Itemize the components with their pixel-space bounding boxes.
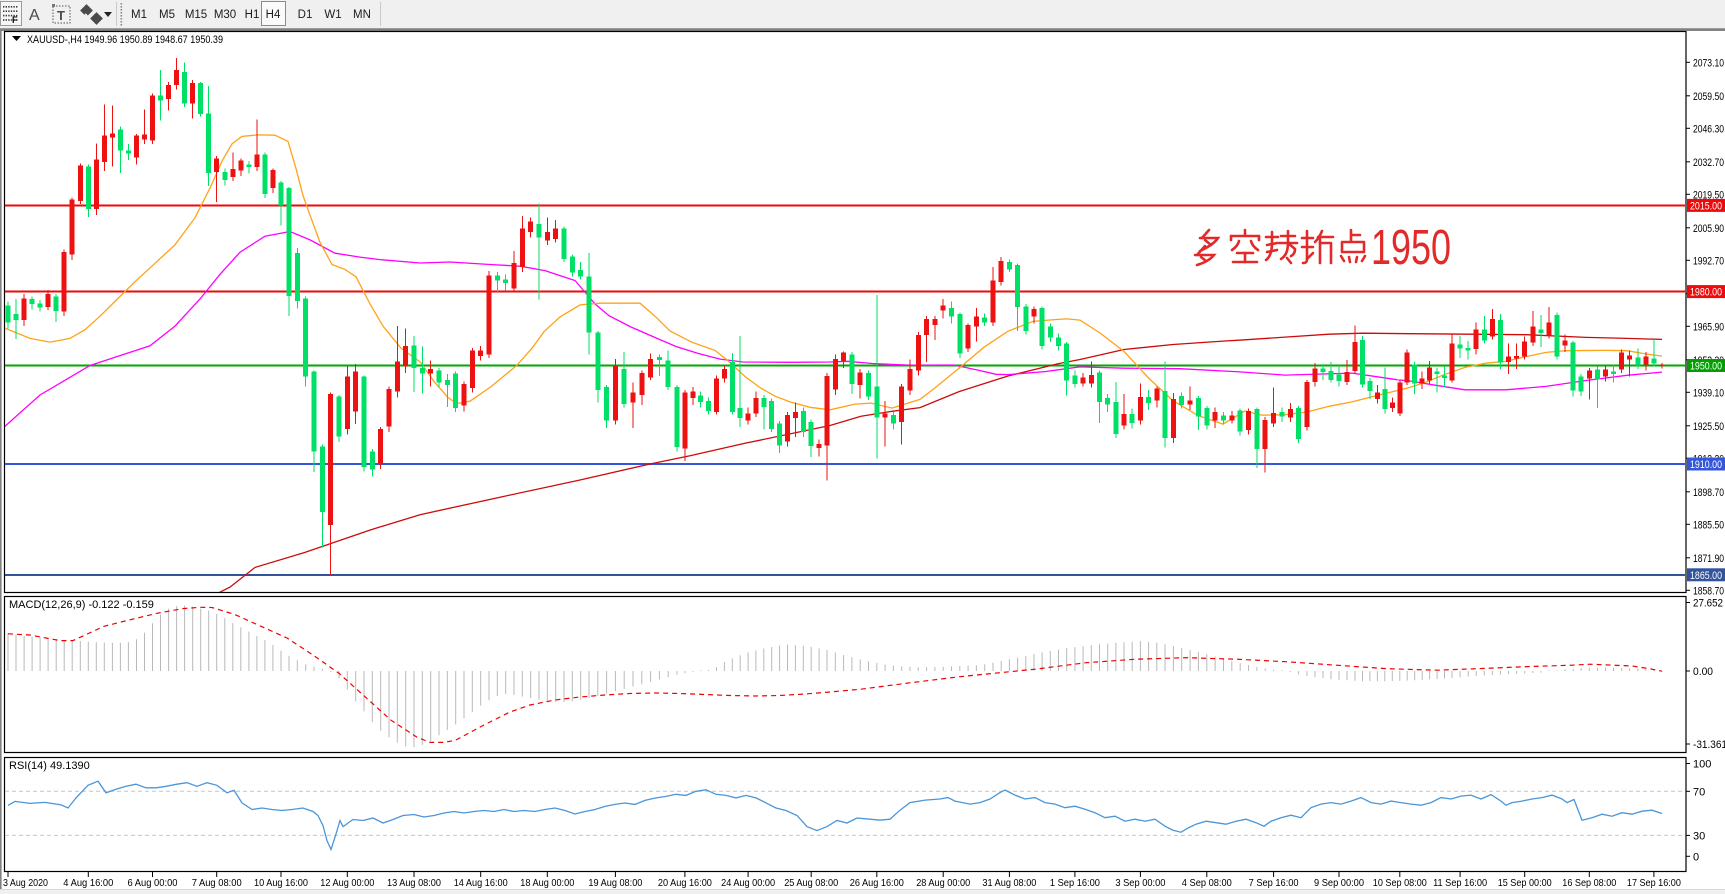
- svg-text:2032.70: 2032.70: [1693, 157, 1724, 169]
- svg-text:70: 70: [1693, 786, 1705, 798]
- svg-text:26 Aug 16:00: 26 Aug 16:00: [850, 877, 904, 889]
- svg-text:2073.10: 2073.10: [1693, 57, 1724, 69]
- svg-text:7 Sep 16:00: 7 Sep 16:00: [1249, 877, 1299, 889]
- svg-text:20 Aug 16:00: 20 Aug 16:00: [658, 877, 712, 889]
- svg-text:MACD(12,26,9) -0.122 -0.159: MACD(12,26,9) -0.122 -0.159: [9, 599, 154, 611]
- svg-text:0.00: 0.00: [1693, 666, 1713, 678]
- svg-text:1898.70: 1898.70: [1693, 487, 1724, 499]
- svg-text:1939.10: 1939.10: [1693, 387, 1724, 399]
- svg-text:19 Aug 08:00: 19 Aug 08:00: [588, 877, 642, 889]
- svg-text:27.652: 27.652: [1693, 598, 1723, 610]
- svg-text:4 Aug 16:00: 4 Aug 16:00: [63, 877, 113, 889]
- svg-text:M1: M1: [131, 9, 147, 21]
- svg-text:M5: M5: [159, 9, 175, 21]
- svg-text:2015.00: 2015.00: [1690, 200, 1722, 212]
- svg-text:1950: 1950: [1371, 221, 1451, 275]
- svg-text:M30: M30: [214, 9, 236, 21]
- svg-text:-31.361: -31.361: [1693, 739, 1725, 751]
- svg-text:13 Aug 08:00: 13 Aug 08:00: [387, 877, 441, 889]
- svg-text:9 Sep 00:00: 9 Sep 00:00: [1314, 877, 1364, 889]
- svg-text:XAUUSD-,H4 1949.96 1950.89 19: XAUUSD-,H4 1949.96 1950.89 1948.67 1950.…: [27, 34, 223, 46]
- svg-text:2005.90: 2005.90: [1693, 223, 1724, 235]
- svg-text:1950.00: 1950.00: [1690, 361, 1722, 373]
- svg-text:1 Sep 16:00: 1 Sep 16:00: [1050, 877, 1100, 889]
- svg-text:1992.70: 1992.70: [1693, 255, 1724, 267]
- svg-text:T: T: [57, 8, 65, 23]
- svg-text:7 Aug 08:00: 7 Aug 08:00: [192, 877, 242, 889]
- svg-text:1965.90: 1965.90: [1693, 321, 1724, 333]
- svg-text:6 Aug 00:00: 6 Aug 00:00: [128, 877, 178, 889]
- svg-text:28 Aug 00:00: 28 Aug 00:00: [916, 877, 970, 889]
- svg-text:M15: M15: [185, 9, 207, 21]
- svg-text:1865.00: 1865.00: [1690, 570, 1722, 582]
- svg-text:F: F: [12, 15, 18, 25]
- svg-text:1871.90: 1871.90: [1693, 553, 1724, 565]
- svg-text:100: 100: [1693, 759, 1711, 771]
- svg-text:4 Sep 08:00: 4 Sep 08:00: [1182, 877, 1232, 889]
- svg-text:W1: W1: [324, 9, 341, 21]
- svg-text:A: A: [29, 7, 40, 24]
- svg-text:1980.00: 1980.00: [1690, 287, 1722, 299]
- svg-text:H1: H1: [245, 9, 260, 21]
- svg-text:1925.50: 1925.50: [1693, 421, 1724, 433]
- svg-text:10 Sep 08:00: 10 Sep 08:00: [1373, 877, 1427, 889]
- svg-text:25 Aug 08:00: 25 Aug 08:00: [784, 877, 838, 889]
- svg-text:2019.50: 2019.50: [1693, 189, 1724, 201]
- svg-text:11 Sep 16:00: 11 Sep 16:00: [1433, 877, 1487, 889]
- svg-text:2046.30: 2046.30: [1693, 123, 1724, 135]
- svg-text:D1: D1: [298, 9, 313, 21]
- svg-text:3 Aug 2020: 3 Aug 2020: [3, 877, 48, 889]
- svg-text:12 Aug 00:00: 12 Aug 00:00: [320, 877, 374, 889]
- svg-text:0: 0: [1693, 851, 1699, 863]
- svg-text:1910.00: 1910.00: [1690, 459, 1722, 471]
- svg-text:17 Sep 16:00: 17 Sep 16:00: [1627, 877, 1681, 889]
- svg-text:H4: H4: [266, 9, 281, 21]
- svg-text:1858.70: 1858.70: [1693, 585, 1724, 597]
- svg-text:31 Aug 08:00: 31 Aug 08:00: [982, 877, 1036, 889]
- svg-text:10 Aug 16:00: 10 Aug 16:00: [254, 877, 308, 889]
- svg-text:1885.50: 1885.50: [1693, 519, 1724, 531]
- svg-text:30: 30: [1693, 830, 1705, 842]
- svg-text:24 Aug 00:00: 24 Aug 00:00: [721, 877, 775, 889]
- svg-text:14 Aug 16:00: 14 Aug 16:00: [454, 877, 508, 889]
- svg-text:2059.50: 2059.50: [1693, 91, 1724, 103]
- svg-text:MN: MN: [353, 9, 371, 21]
- svg-text:3 Sep 00:00: 3 Sep 00:00: [1115, 877, 1165, 889]
- svg-text:15 Sep 00:00: 15 Sep 00:00: [1498, 877, 1552, 889]
- svg-text:18 Aug 00:00: 18 Aug 00:00: [520, 877, 574, 889]
- svg-text:RSI(14) 49.1390: RSI(14) 49.1390: [9, 760, 90, 772]
- svg-text:16 Sep 08:00: 16 Sep 08:00: [1562, 877, 1616, 889]
